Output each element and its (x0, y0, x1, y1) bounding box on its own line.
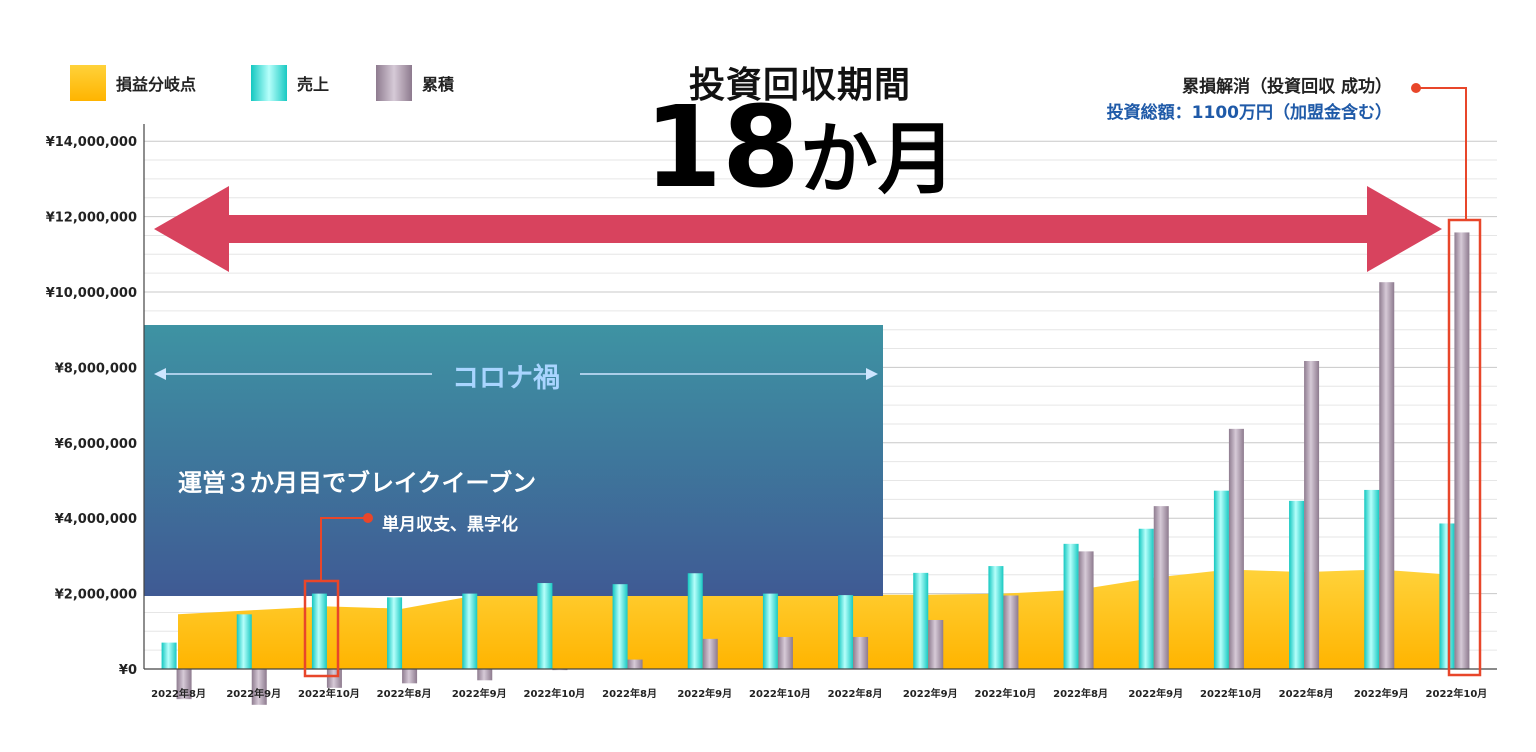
breakeven-leader-line (320, 517, 366, 581)
chart-title: 投資回収期間 (688, 65, 911, 106)
corona-period-panel (144, 325, 883, 596)
sales-bar (161, 642, 177, 669)
sales-bar (1213, 490, 1229, 669)
breakeven-area (178, 569, 1441, 669)
cumulative-bar (326, 669, 342, 688)
legend-swatch (70, 65, 106, 101)
payback-period: 18か月 (560, 92, 1040, 204)
y-tick-label: ¥6,000,000 (55, 437, 137, 452)
legend-label: 損益分岐点 (116, 75, 197, 94)
tick-labels: ¥0 ¥2,000,000 ¥4,000,000 ¥6,000,000 ¥8,000,0… (46, 135, 137, 678)
sales-bar (462, 593, 478, 669)
y-tick-label: ¥0 (119, 663, 137, 678)
sales-bar (537, 583, 553, 669)
sales-bar (236, 614, 252, 669)
cumulative-bar (251, 669, 267, 705)
sales-bar (687, 573, 703, 669)
cumulative-bar (1153, 506, 1169, 669)
legend-item-sales: 売上 (251, 64, 329, 102)
sales-bar (1063, 543, 1079, 669)
x-tick-label: 2022年8月 (151, 687, 206, 700)
sales-bar (612, 584, 628, 669)
x-tick-label: 2022年10月 (1426, 687, 1488, 700)
payback-leader-dot (1411, 83, 1421, 93)
sales-bar (311, 593, 327, 669)
cumulative-bar (853, 636, 869, 669)
x-tick-label: 2022年8月 (602, 687, 657, 700)
x-tick-label: 2022年8月 (377, 687, 432, 700)
corona-label: コロナ禍 (452, 363, 560, 394)
overlay (154, 83, 1482, 678)
cumulative-bar (402, 669, 418, 684)
investment-annotation: 投資総額：1100万円（加盟金含む） (1106, 103, 1392, 123)
cumulative-bar (1304, 360, 1320, 669)
cumulative-bar (627, 659, 643, 669)
sales-bar (838, 595, 854, 669)
y-tick-label: ¥12,000,000 (46, 211, 137, 226)
sales-bar (762, 593, 778, 669)
corona-arrow-right-head (866, 368, 878, 380)
cumulative-bar (477, 669, 493, 681)
x-tick-label: 2022年10月 (298, 687, 360, 700)
legend-label: 累積 (422, 75, 455, 94)
sales-bar (988, 566, 1004, 669)
x-tick-label: 2022年10月 (524, 687, 586, 700)
x-tick-label: 2022年10月 (1200, 687, 1262, 700)
breakeven-leader-dot (363, 513, 373, 523)
cumulative-bar (777, 636, 793, 669)
x-tick-label: 2022年8月 (1053, 687, 1108, 700)
payback-period-unit: か月 (799, 115, 956, 205)
corona-arrow-left-head (154, 368, 166, 380)
sales-bar (1289, 500, 1305, 669)
y-tick-label: ¥10,000,000 (46, 286, 137, 301)
x-tick-label: 2022年9月 (452, 687, 507, 700)
breakeven-annotation: 運営３か月目でブレイクイーブン (178, 469, 537, 497)
x-tick-label: 2022年8月 (1279, 687, 1334, 700)
payback-month-highlight (1447, 218, 1482, 677)
breakeven-area-shape (178, 569, 1441, 669)
x-tick-label: 2022年9月 (903, 687, 958, 700)
cumulative-bar (1228, 428, 1244, 669)
sales-bar (1439, 523, 1455, 669)
cumulative-bar (1454, 232, 1470, 669)
sales-bar (1138, 528, 1154, 669)
axes (143, 124, 1497, 670)
cumulative-bar (702, 638, 718, 669)
category-labels: 2022年8月 2022年9月 2022年10月 2022年8月 2022年9月 2022… (151, 687, 1487, 700)
cumulative-bar (1003, 595, 1019, 669)
bars (161, 232, 1470, 705)
legend-swatch (376, 65, 412, 101)
legend-item-cumulative: 累積 (376, 64, 454, 102)
cumulative-bar (176, 669, 192, 700)
payback-period-number: 18 (644, 83, 800, 213)
cumulative-bar (928, 619, 944, 669)
legend-label: 売上 (297, 75, 330, 94)
x-tick-label: 2022年10月 (975, 687, 1037, 700)
period-arrow (154, 186, 1442, 272)
payback-annotation: 累損解消（投資回収 成功） (1182, 77, 1392, 97)
x-tick-label: 2022年9月 (677, 687, 732, 700)
legend-item-breakeven: 損益分岐点 (70, 64, 196, 102)
legend-swatch (251, 65, 287, 101)
sales-bar (1364, 489, 1380, 669)
x-tick-label: 2022年9月 (1128, 687, 1183, 700)
sales-bar (913, 572, 929, 669)
x-tick-label: 2022年9月 (1354, 687, 1409, 700)
cumulative-bar (1078, 551, 1094, 669)
payback-leader-line (1418, 87, 1467, 220)
y-tick-label: ¥8,000,000 (55, 361, 137, 376)
x-tick-label: 2022年8月 (828, 687, 883, 700)
y-tick-label: ¥4,000,000 (55, 512, 137, 527)
sales-bar (387, 597, 403, 669)
monthly-profit-annotation: 単月収支、黒字化 (382, 515, 518, 535)
x-tick-label: 2022年9月 (226, 687, 281, 700)
cumulative-bar (1379, 282, 1395, 669)
x-tick-label: 2022年10月 (749, 687, 811, 700)
y-tick-label: ¥14,000,000 (46, 135, 137, 150)
y-tick-label: ¥2,000,000 (55, 588, 137, 603)
